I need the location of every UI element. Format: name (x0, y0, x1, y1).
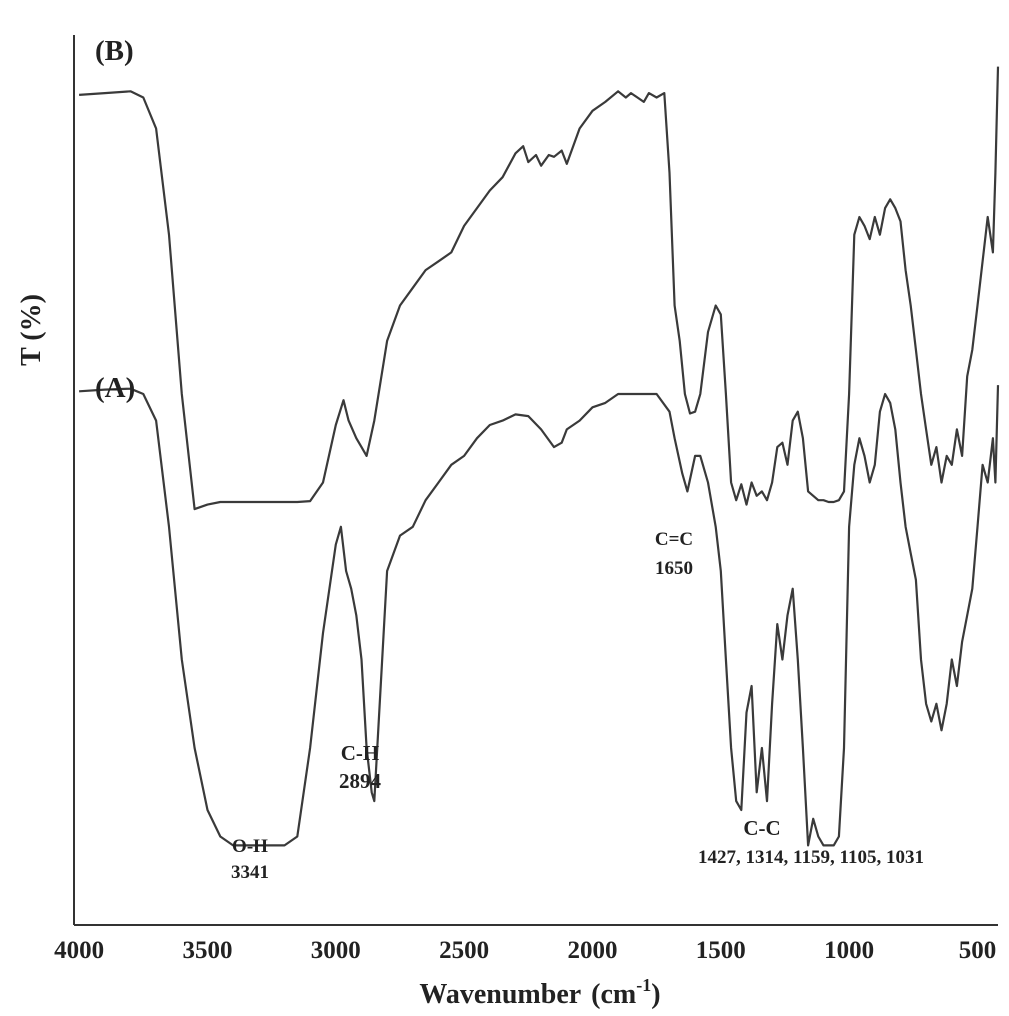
x-axis-title-text: Wavenumber (419, 979, 581, 1010)
annotation-cc-single-label: C-C (743, 816, 780, 840)
y-axis-title: T (%) (16, 294, 47, 366)
x-tick-labels: 4000 3500 3000 2500 2000 1500 1000 500 (54, 937, 996, 964)
x-tick-label-4000: 4000 (54, 937, 104, 964)
x-axis-unit-exp: -1 (636, 975, 651, 995)
annotation-cc-double-value: 1650 (655, 558, 693, 579)
annotation-ch-value: 2894 (339, 769, 382, 793)
x-tick-label-3500: 3500 (182, 937, 232, 964)
x-tick-label-1000: 1000 (824, 937, 874, 964)
annotation-cc-double-label: C=C (655, 529, 693, 550)
x-tick-label-2000: 2000 (567, 937, 617, 964)
x-axis-unit-base: cm (601, 979, 637, 1010)
x-tick-label-3000: 3000 (311, 937, 361, 964)
series-a-label: (A) (95, 372, 135, 404)
series-b-line (79, 66, 1000, 511)
x-axis-title: Wavenumber (cm-1) (419, 975, 660, 1010)
x-tick-label-500: 500 (959, 937, 997, 964)
series-a-line (79, 385, 1000, 847)
x-tick-label-1500: 1500 (696, 937, 746, 964)
annotation-cc-single-value: 1427, 1314, 1159, 1105, 1031 (698, 847, 924, 868)
annotation-oh-label: O-H (232, 836, 268, 857)
annotation-oh-value: 3341 (231, 862, 269, 883)
annotation-ch-label: C-H (341, 741, 380, 765)
series-b-label: (B) (95, 35, 134, 67)
x-tick-label-2500: 2500 (439, 937, 489, 964)
